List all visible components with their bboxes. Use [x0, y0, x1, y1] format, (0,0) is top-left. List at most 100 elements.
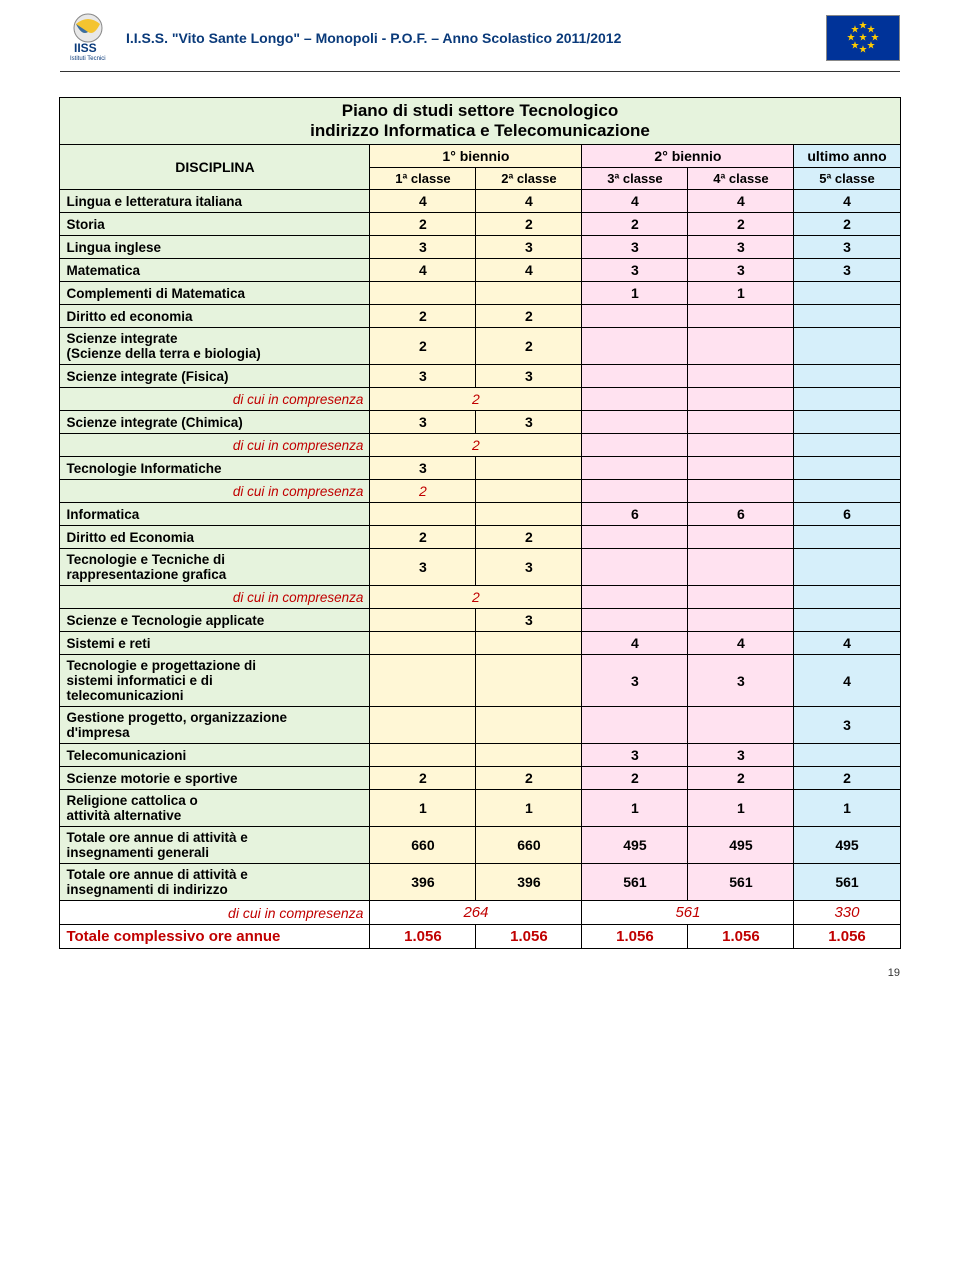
header-classe3: 3ª classe [582, 168, 688, 190]
header-classe5: 5ª classe [794, 168, 900, 190]
cell-value: 3 [476, 609, 582, 632]
row-label: Informatica [60, 503, 370, 526]
cell-value: 1 [370, 790, 476, 827]
cell-value [476, 457, 582, 480]
table-row: Scienze e Tecnologie applicate 3 [60, 609, 900, 632]
cell-value [794, 305, 900, 328]
table-row: Gestione progetto, organizzazioned'impre… [60, 707, 900, 744]
cell-value: 4 [794, 655, 900, 707]
table-row: Scienze motorie e sportive22222 [60, 767, 900, 790]
cell-value [582, 328, 688, 365]
cell-value: 1 [582, 790, 688, 827]
header-classe1: 1ª classe [370, 168, 476, 190]
curriculum-table: Piano di studi settore Tecnologico indir… [59, 97, 900, 949]
table-header-row-1: DISCIPLINA 1° biennio 2° biennio ultimo … [60, 145, 900, 168]
header-classe2: 2ª classe [476, 168, 582, 190]
table-row: Totale ore annue di attività einsegnamen… [60, 827, 900, 864]
row-label: Telecomunicazioni [60, 744, 370, 767]
cell-value [370, 744, 476, 767]
cell-value: 660 [370, 827, 476, 864]
cell-value: 3 [794, 259, 900, 282]
table-title-row: Piano di studi settore Tecnologico indir… [60, 98, 900, 145]
cell-value [688, 305, 794, 328]
cell-value: 2 [370, 586, 582, 609]
cell-value: 2 [370, 213, 476, 236]
cell-value [582, 526, 688, 549]
cell-value: 2 [370, 480, 476, 503]
cell-value [582, 411, 688, 434]
cell-value [476, 480, 582, 503]
comp-total-ua: 330 [794, 901, 900, 925]
cell-value [794, 388, 900, 411]
grand-total-c1: 1.056 [370, 925, 476, 949]
cell-value: 6 [688, 503, 794, 526]
row-label: Storia [60, 213, 370, 236]
cell-value: 495 [582, 827, 688, 864]
cell-value: 2 [794, 213, 900, 236]
cell-value: 3 [476, 365, 582, 388]
cell-value: 1 [582, 282, 688, 305]
cell-value: 1 [688, 282, 794, 305]
cell-value [476, 707, 582, 744]
cell-value [794, 744, 900, 767]
cell-value [688, 586, 794, 609]
row-label: Tecnologie e progettazione disistemi inf… [60, 655, 370, 707]
cell-value: 2 [476, 305, 582, 328]
cell-value: 4 [582, 190, 688, 213]
row-label: Tecnologie e Tecniche dirappresentazione… [60, 549, 370, 586]
cell-value: 396 [476, 864, 582, 901]
cell-value: 2 [476, 213, 582, 236]
cell-value: 3 [688, 259, 794, 282]
header-left: IISS Istituti Tecnici I.I.S.S. "Vito San… [60, 10, 621, 66]
table-row: Lingua e letteratura italiana44444 [60, 190, 900, 213]
row-label: Scienze integrate(Scienze della terra e … [60, 328, 370, 365]
row-label-compresenza: di cui in compresenza [60, 388, 370, 411]
cell-value: 3 [582, 259, 688, 282]
cell-value: 3 [370, 457, 476, 480]
cell-value: 4 [476, 190, 582, 213]
cell-value [370, 609, 476, 632]
table-row: Lingua inglese33333 [60, 236, 900, 259]
cell-value [582, 305, 688, 328]
cell-value [794, 328, 900, 365]
cell-value [582, 388, 688, 411]
cell-value: 2 [476, 328, 582, 365]
header-ultimo-anno: ultimo anno [794, 145, 900, 168]
cell-value: 3 [370, 365, 476, 388]
cell-value [688, 411, 794, 434]
cell-value: 2 [370, 388, 582, 411]
cell-value: 2 [370, 305, 476, 328]
cell-value [688, 434, 794, 457]
row-label: Lingua inglese [60, 236, 370, 259]
cell-value [476, 744, 582, 767]
cell-value: 4 [688, 632, 794, 655]
cell-value: 3 [370, 236, 476, 259]
cell-value [582, 365, 688, 388]
table-row: Religione cattolica oattività alternativ… [60, 790, 900, 827]
table-row: Informatica666 [60, 503, 900, 526]
row-label: Religione cattolica oattività alternativ… [60, 790, 370, 827]
grand-total-c3: 1.056 [582, 925, 688, 949]
cell-value: 4 [370, 190, 476, 213]
grand-total-c4: 1.056 [688, 925, 794, 949]
row-label: Scienze e Tecnologie applicate [60, 609, 370, 632]
row-label: Sistemi e reti [60, 632, 370, 655]
cell-value [794, 282, 900, 305]
cell-value: 4 [794, 190, 900, 213]
cell-value [794, 434, 900, 457]
table-row: Diritto ed economia22 [60, 305, 900, 328]
cell-value: 1 [794, 790, 900, 827]
cell-value [794, 586, 900, 609]
cell-value: 6 [794, 503, 900, 526]
row-label: Matematica [60, 259, 370, 282]
eu-flag-icon [826, 15, 900, 61]
header-divider [60, 71, 900, 72]
cell-value: 3 [476, 236, 582, 259]
row-label: Scienze integrate (Chimica) [60, 411, 370, 434]
table-title-line1: Piano di studi settore Tecnologico [342, 101, 618, 120]
svg-text:Istituti Tecnici: Istituti Tecnici [70, 56, 106, 62]
cell-value: 3 [582, 236, 688, 259]
cell-value [688, 480, 794, 503]
cell-value: 1 [688, 790, 794, 827]
cell-value: 2 [688, 213, 794, 236]
